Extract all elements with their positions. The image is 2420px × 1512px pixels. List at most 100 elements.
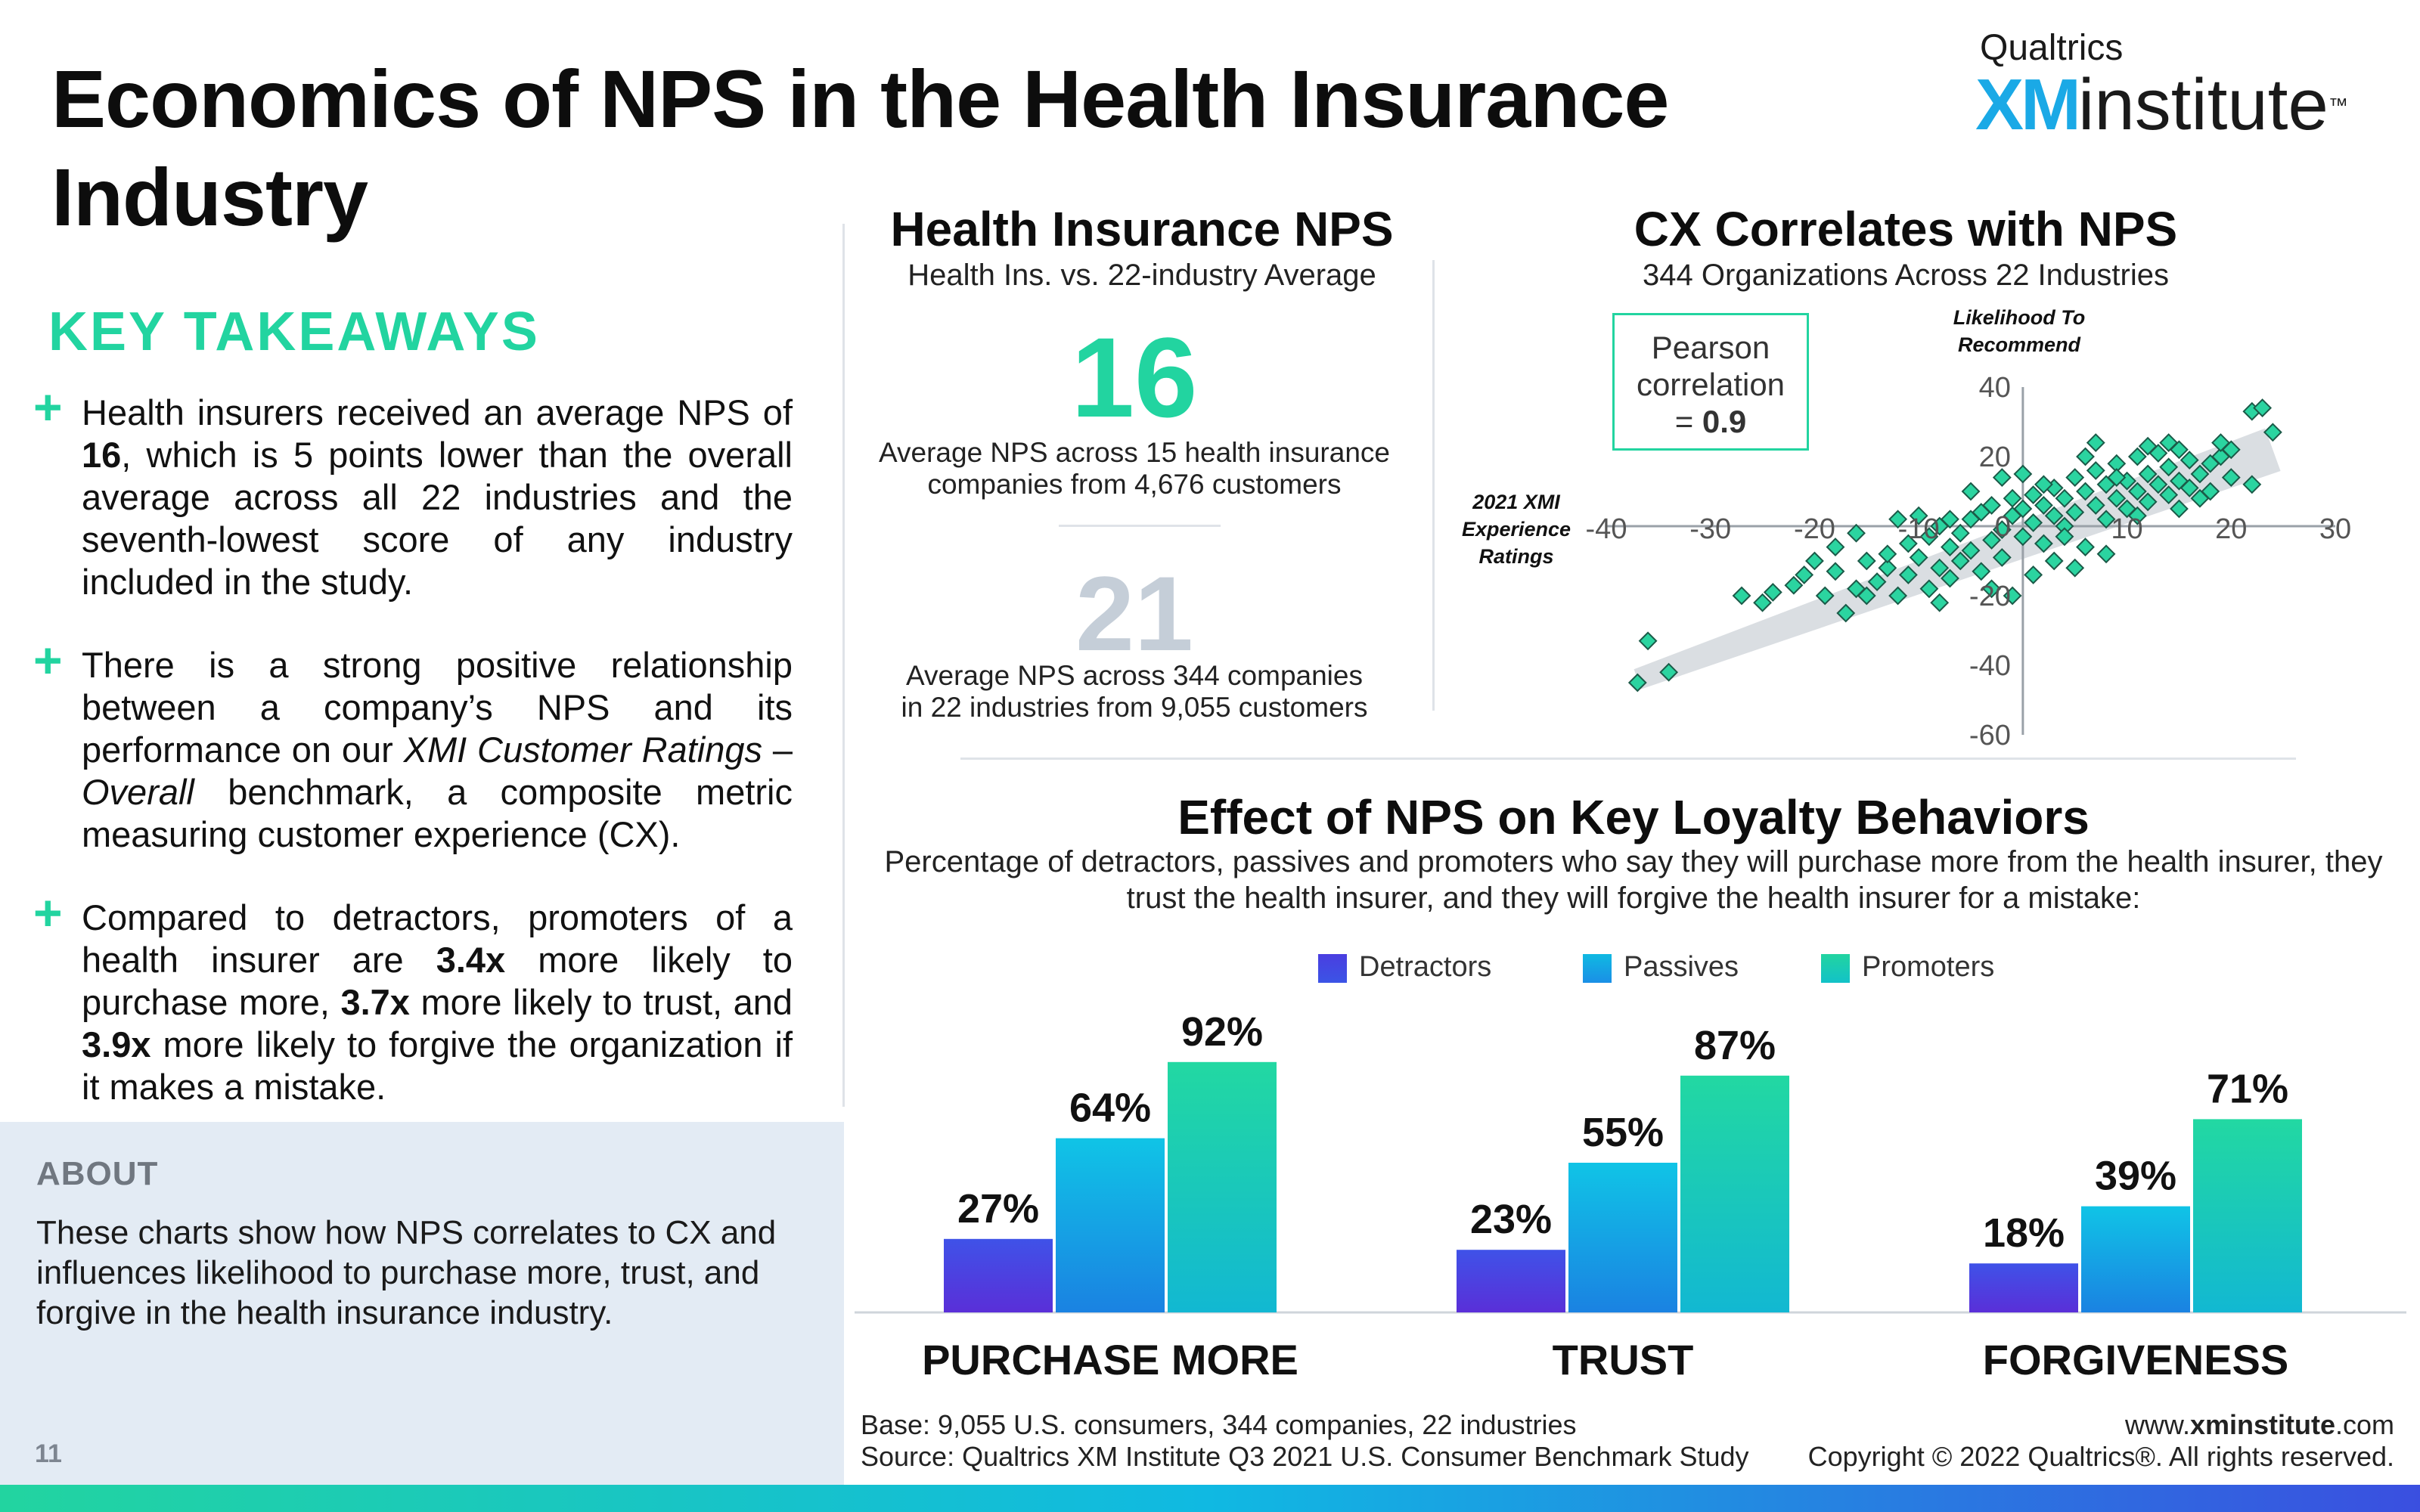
scatter-point	[1627, 673, 1647, 692]
divider-nps	[1059, 525, 1221, 527]
takeaway-2-italic-a: XMI Customer Ratings	[403, 730, 762, 770]
scatter-point	[1930, 593, 1950, 612]
takeaway-1-text-a: Health insurers received an average NPS …	[82, 392, 793, 432]
bar-promoters	[2193, 1119, 2302, 1312]
category-label: TRUST	[1553, 1336, 1694, 1383]
about-heading: ABOUT	[36, 1155, 159, 1192]
scatter-point	[2024, 485, 2043, 505]
about-panel	[0, 1122, 844, 1485]
scatter-point	[1867, 572, 1887, 592]
industry-avg-caption-line-2: in 22 industries from 9,055 customers	[901, 692, 1368, 723]
scatter-point	[2013, 464, 2033, 484]
loyalty-title: Effect of NPS on Key Loyalty Behaviors	[1177, 790, 2090, 844]
scatter-point	[1826, 538, 1845, 557]
footer-source: Source: Qualtrics XM Institute Q3 2021 U…	[861, 1441, 1749, 1472]
x-axis-label-line-3: Ratings	[1478, 545, 1554, 568]
legend-swatch-passives	[1583, 954, 1612, 983]
scatter-point	[1972, 562, 1991, 581]
scatter-point	[1753, 593, 1772, 612]
y-tick-label: 0	[1995, 511, 2011, 543]
x-tick-label: -10	[1898, 513, 1940, 545]
scatter-point	[1847, 523, 1866, 543]
scatter-point	[1930, 558, 1950, 578]
scatter-point	[1982, 495, 2001, 515]
scatter-point	[2127, 506, 2147, 525]
y-tick-label: -60	[1969, 720, 2011, 751]
bar-value-label: 64%	[1069, 1086, 1151, 1131]
scatter-point	[2024, 565, 2043, 584]
scatter-point	[1826, 562, 1845, 581]
footer-base: Base: 9,055 U.S. consumers, 344 companie…	[861, 1409, 1577, 1440]
scatter-point	[1950, 551, 1970, 571]
scatter-point	[2065, 503, 2085, 522]
scatter-point	[1961, 541, 1981, 560]
scatter-point	[2138, 492, 2158, 512]
cx-panel-title: CX Correlates with NPS	[1634, 202, 2178, 256]
scatter-point	[2065, 468, 2085, 488]
industry-avg-caption-line-1: Average NPS across 344 companies	[906, 660, 1363, 691]
scatter-point	[1878, 544, 1897, 564]
scatter-point	[2096, 510, 2116, 529]
x-tick-label: 30	[2319, 513, 2351, 545]
cx-panel-subtitle: 344 Organizations Across 22 Industries	[1643, 259, 2169, 292]
takeaway-3-bold-b: 3.7x	[340, 982, 410, 1022]
y-tick-label: -20	[1969, 581, 2011, 612]
scatter-point	[2065, 558, 2085, 578]
scatter-point	[2034, 534, 2053, 553]
scatter-point	[2138, 464, 2158, 484]
pearson-value: 0.9	[1702, 404, 1747, 439]
industry-avg-caption: Average NPS across 344 companies in 22 in…	[862, 660, 1407, 723]
scatter-point	[2107, 488, 2127, 508]
loyalty-subtitle: Percentage of detractors, passives and p…	[884, 845, 2383, 915]
takeaway-1: Health insurers received an average NPS …	[82, 392, 793, 603]
pearson-line-3: = 0.9	[1615, 403, 1807, 440]
x-tick-label: 10	[2111, 513, 2142, 545]
scatter-point	[2013, 499, 2033, 519]
scatter-point	[2159, 485, 2179, 505]
scatter-point	[2180, 451, 2199, 470]
takeaway-3-text-b: more likely to purchase more,	[82, 940, 793, 1022]
nps-panel-subtitle: Health Ins. vs. 22-industry Average	[908, 259, 1376, 292]
category-label: FORGIVENESS	[1983, 1336, 2289, 1383]
brand-institute: institute	[2078, 64, 2328, 145]
scatter-point	[2190, 464, 2210, 484]
footer-copyright: Copyright © 2022 Qualtrics®. All rights …	[1807, 1441, 2394, 1472]
scatter-point	[2086, 433, 2105, 453]
takeaway-2-text-mid: –	[762, 730, 793, 770]
bar-value-label: 39%	[2095, 1154, 2176, 1199]
scatter-point	[2263, 423, 2282, 442]
takeaway-1-text-b: , which is 5 points lower than the overa…	[82, 435, 793, 602]
bar-detractors	[1969, 1263, 2078, 1312]
bar-value-label: 71%	[2207, 1066, 2288, 1111]
bar-promoters	[1168, 1061, 1277, 1312]
pearson-line-1: Pearson	[1651, 330, 1770, 365]
bar-detractors	[944, 1238, 1053, 1312]
y-tick-label: -40	[1969, 650, 2011, 682]
bar-passives	[2081, 1206, 2190, 1312]
scatter-point	[2107, 468, 2127, 488]
scatter-point	[2159, 433, 2179, 453]
y-axis-label: Likelihood To Recommend	[1921, 304, 2118, 358]
bar-promoters	[1680, 1075, 1789, 1312]
scatter-point	[2055, 488, 2074, 508]
scatter-point	[2055, 527, 2074, 547]
plus-icon: +	[33, 632, 63, 688]
plus-icon: +	[33, 885, 63, 940]
scatter-point	[2096, 544, 2116, 564]
x-axis-label-line-2: Experience	[1461, 518, 1571, 541]
scatter-point	[1941, 510, 1959, 529]
health-nps-value: 16	[1071, 314, 1198, 441]
scatter-point	[2086, 460, 2105, 480]
divider-vertical-left	[842, 224, 845, 1107]
footer-url[interactable]: www.xminstitute.com	[2125, 1409, 2394, 1441]
scatter-point	[1992, 520, 2012, 540]
scatter-point	[2253, 398, 2273, 418]
x-axis-label-line-1: 2021 XMI	[1472, 491, 1560, 513]
scatter-point	[1878, 558, 1897, 578]
scatter-point	[2127, 447, 2147, 466]
scatter-point	[2076, 482, 2095, 501]
scatter-point	[1857, 586, 1876, 606]
scatter-point	[2076, 538, 2095, 557]
scatter-point	[1898, 565, 1918, 584]
scatter-point	[1805, 551, 1824, 571]
